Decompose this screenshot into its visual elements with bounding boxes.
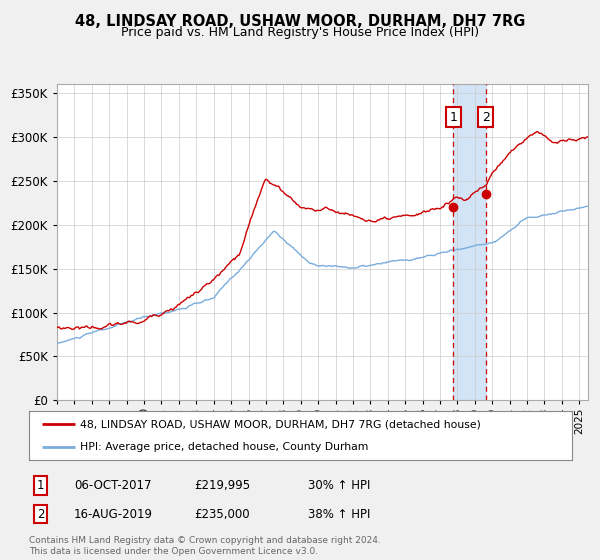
- Text: 38% ↑ HPI: 38% ↑ HPI: [308, 507, 370, 521]
- Text: 48, LINDSAY ROAD, USHAW MOOR, DURHAM, DH7 7RG (detached house): 48, LINDSAY ROAD, USHAW MOOR, DURHAM, DH…: [80, 419, 481, 430]
- Bar: [454, 84, 485, 400]
- Text: £235,000: £235,000: [194, 507, 250, 521]
- Text: HPI: Average price, detached house, County Durham: HPI: Average price, detached house, Coun…: [80, 442, 369, 452]
- Text: 2: 2: [482, 111, 490, 124]
- Text: 30% ↑ HPI: 30% ↑ HPI: [308, 479, 370, 492]
- Text: 16-AUG-2019: 16-AUG-2019: [74, 507, 153, 521]
- Text: 1: 1: [449, 111, 457, 124]
- Text: £219,995: £219,995: [194, 479, 250, 492]
- Text: Contains HM Land Registry data © Crown copyright and database right 2024.
This d: Contains HM Land Registry data © Crown c…: [29, 536, 380, 556]
- Text: 48, LINDSAY ROAD, USHAW MOOR, DURHAM, DH7 7RG: 48, LINDSAY ROAD, USHAW MOOR, DURHAM, DH…: [75, 14, 525, 29]
- Text: 1: 1: [37, 479, 44, 492]
- Text: Price paid vs. HM Land Registry's House Price Index (HPI): Price paid vs. HM Land Registry's House …: [121, 26, 479, 39]
- Text: 06-OCT-2017: 06-OCT-2017: [74, 479, 151, 492]
- Text: 2: 2: [37, 507, 44, 521]
